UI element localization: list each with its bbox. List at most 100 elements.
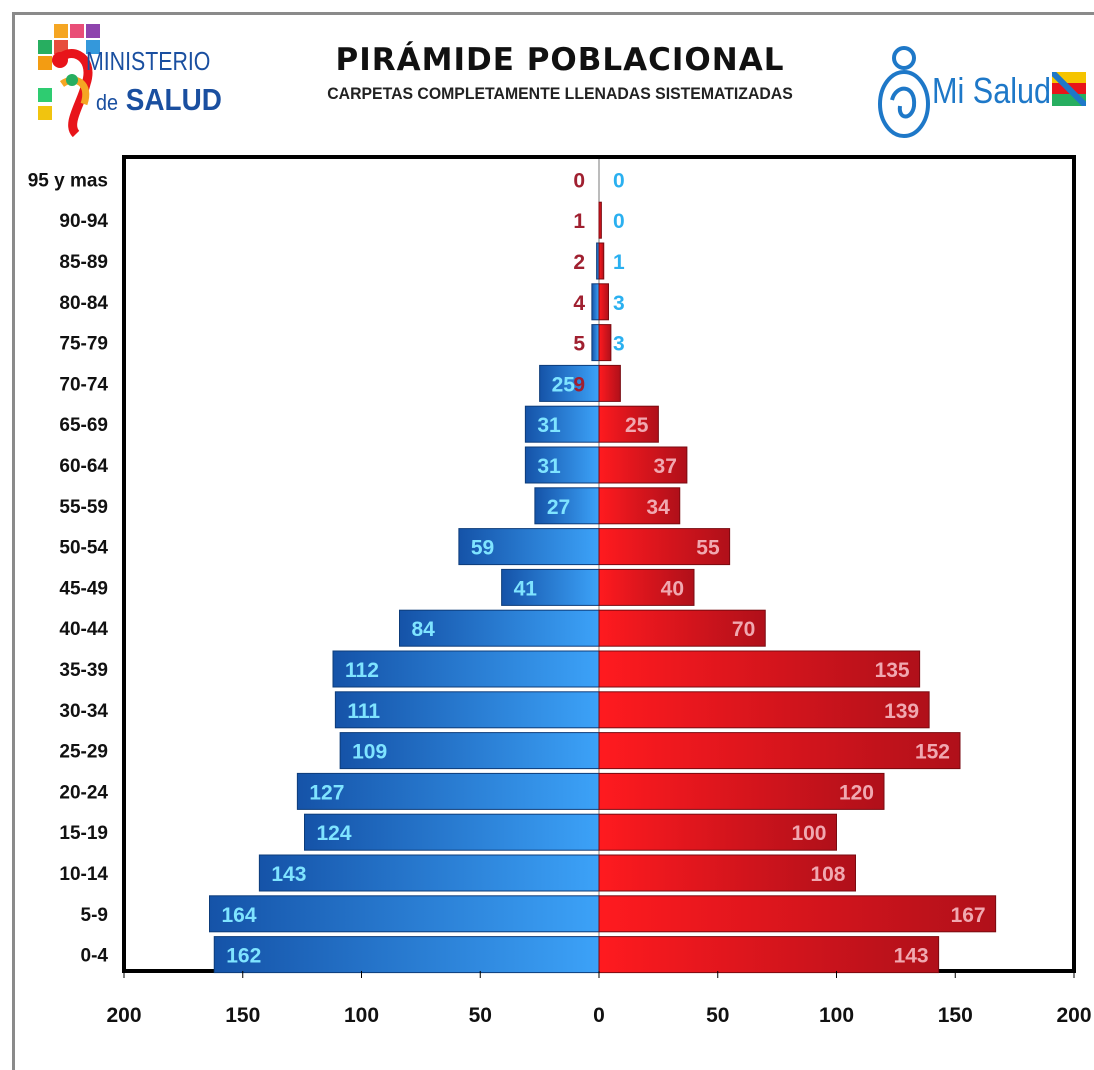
bar-right-30-34 [598, 691, 930, 729]
category-label: 95 y mas [28, 170, 108, 191]
x-tick-label: 0 [593, 1004, 605, 1027]
category-label: 75-79 [59, 334, 108, 355]
data-label-left: 59 [471, 537, 494, 560]
data-label-left: 31 [537, 414, 561, 437]
category-label: 85-89 [59, 252, 108, 273]
data-label-left: 0 [613, 210, 625, 233]
x-tick-label: 100 [819, 1004, 854, 1027]
data-label-right: 135 [875, 659, 910, 682]
bar-right-35-39 [598, 650, 921, 688]
data-label-left: 112 [345, 659, 379, 682]
bar-left-55-59 [534, 487, 600, 525]
x-tick-label: 50 [469, 1004, 492, 1027]
bar-right-10-14 [598, 854, 856, 892]
category-label: 55-59 [59, 497, 108, 518]
ministerio-logo-text: MINISTERIO [86, 46, 211, 76]
bar-left-65-69 [524, 405, 600, 443]
data-label-right: 5 [573, 333, 585, 356]
x-tick-label: 50 [706, 1004, 729, 1027]
data-label-right: 9 [573, 373, 585, 396]
outer-frame [12, 12, 1094, 1070]
data-label-right: 55 [696, 537, 720, 560]
bar-right-15-19 [598, 813, 837, 851]
data-label-right: 40 [661, 577, 684, 600]
category-label: 90-94 [59, 211, 108, 232]
bar-right-5-9 [598, 895, 997, 933]
x-tick-label: 150 [225, 1004, 260, 1027]
bar-left-40-44 [399, 609, 600, 647]
data-label-left: 111 [347, 700, 380, 723]
category-label: 30-34 [59, 701, 108, 722]
bar-left-0-4 [213, 936, 600, 974]
bar-right-50-54 [598, 528, 731, 566]
data-label-left: 162 [226, 945, 261, 968]
salud-logo-text: de SALUD [96, 82, 222, 117]
data-label-left: 27 [547, 496, 570, 519]
data-label-right: 4 [573, 292, 585, 315]
x-tick-label: 150 [938, 1004, 973, 1027]
category-label: 45-49 [59, 578, 108, 599]
bar-right-0-4 [598, 936, 940, 974]
data-label-right: 34 [646, 496, 670, 519]
x-tick-label: 100 [344, 1004, 379, 1027]
data-label-left: 84 [412, 618, 436, 641]
category-label: 5-9 [81, 905, 108, 926]
data-label-right: 70 [732, 618, 755, 641]
category-label: 10-14 [59, 864, 108, 885]
category-label: 50-54 [59, 538, 108, 559]
data-label-left: 0 [613, 169, 625, 192]
bar-right-20-24 [598, 772, 885, 810]
data-label-left: 109 [352, 741, 387, 764]
data-label-right: 37 [654, 455, 677, 478]
data-label-left: 124 [317, 822, 352, 845]
x-axis-tick-labels: 200 150 100 50 0 50 100 150 200 [106, 971, 1092, 1027]
bar-right-25-29 [598, 732, 961, 770]
bar-right-75-79 [598, 324, 612, 362]
mi-salud-logo [870, 40, 1090, 150]
category-label: 35-39 [59, 660, 108, 681]
data-label-left: 25 [552, 373, 576, 396]
ministerio-de-salud-logo [36, 24, 236, 142]
category-label: 80-84 [59, 293, 108, 314]
data-label-right: 120 [839, 781, 874, 804]
mi-salud-logo-text: Mi Salud [932, 70, 1052, 111]
data-label-right: 167 [951, 904, 986, 927]
data-label-right: 1 [573, 210, 585, 233]
bar-left-5-9 [209, 895, 600, 933]
bar-right-45-49 [598, 568, 695, 606]
data-label-left: 127 [309, 781, 344, 804]
bar-left-60-64 [524, 446, 600, 484]
bar-right-60-64 [598, 446, 688, 484]
data-label-right: 152 [915, 741, 950, 764]
category-label: 65-69 [59, 415, 108, 436]
data-label-left: 31 [537, 455, 561, 478]
bar-right-40-44 [598, 609, 766, 647]
data-label-right: 143 [894, 945, 929, 968]
bar-left-80-84 [591, 283, 600, 321]
bar-right-85-89 [598, 242, 605, 280]
category-label: 0-4 [81, 946, 109, 967]
chart-subtitle: CARPETAS COMPLETAMENTE LLENADAS SISTEMAT… [327, 84, 793, 103]
data-label-right: 0 [573, 169, 585, 192]
data-label-right: 25 [625, 414, 649, 437]
bar-left-45-49 [501, 568, 600, 606]
bar-left-20-24 [296, 772, 600, 810]
bar-right-80-84 [598, 283, 609, 321]
bar-left-50-54 [458, 528, 600, 566]
category-label: 20-24 [59, 782, 108, 803]
bar-left-30-34 [334, 691, 600, 729]
data-label-right: 100 [791, 822, 826, 845]
category-label: 60-64 [59, 456, 108, 477]
bar-left-35-39 [332, 650, 600, 688]
bar-right-55-59 [598, 487, 681, 525]
data-label-left: 3 [613, 333, 625, 356]
bar-left-75-79 [591, 324, 600, 362]
category-label: 25-29 [59, 742, 108, 763]
data-label-left: 3 [613, 292, 625, 315]
data-label-right: 139 [884, 700, 919, 723]
category-label: 15-19 [59, 823, 108, 844]
data-label-left: 164 [222, 904, 257, 927]
x-tick-label: 200 [106, 1004, 141, 1027]
